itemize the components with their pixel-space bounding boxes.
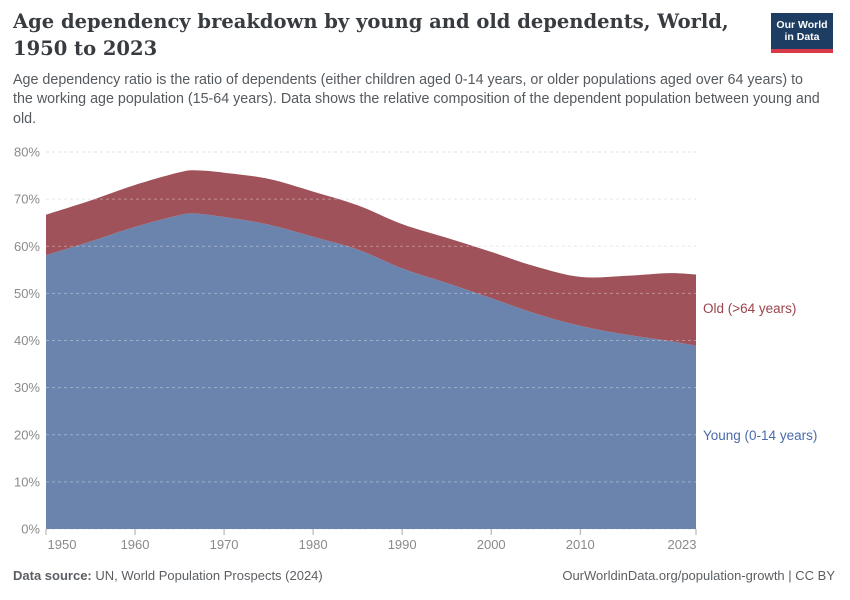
y-tick-label: 30% [14, 380, 40, 395]
data-source-value: UN, World Population Prospects (2024) [95, 568, 323, 583]
x-tick-label: 1970 [210, 537, 239, 552]
y-tick-label: 70% [14, 192, 40, 207]
y-tick-label: 40% [14, 333, 40, 348]
series-label-old: Old (>64 years) [703, 301, 797, 317]
stacked-area-chart[interactable]: 0% 10% 20% 30% 40% 50% 60% 70% 80% 1950 1960 1970 19… [0, 135, 850, 560]
data-source-label: Data source: [13, 568, 92, 583]
x-tick-label: 1950 [48, 537, 77, 552]
y-tick-label: 10% [14, 474, 40, 489]
y-tick-label: 20% [14, 427, 40, 442]
x-tick-label: 1990 [388, 537, 417, 552]
credit-link[interactable]: OurWorldinData.org/population-growth | C… [562, 568, 835, 583]
logo-text-line1: Our World [776, 18, 828, 31]
logo-text-line2: in Data [784, 31, 820, 43]
y-tick-label: 0% [21, 522, 40, 537]
young-area-series[interactable] [46, 213, 696, 529]
x-tick-label: 2010 [566, 537, 595, 552]
x-tick-label: 1980 [299, 537, 328, 552]
data-source: Data source: UN, World Population Prospe… [13, 568, 323, 583]
y-tick-label: 80% [14, 145, 40, 160]
old-area-series[interactable] [46, 170, 696, 346]
y-tick-label: 60% [14, 239, 40, 254]
owid-logo[interactable]: Our World in Data [771, 13, 833, 53]
x-tick-label: 2023 [668, 537, 697, 552]
chart-footer: Data source: UN, World Population Prospe… [13, 568, 835, 583]
x-tick-label: 1960 [121, 537, 150, 552]
y-tick-label: 50% [14, 286, 40, 301]
page-title: Age dependency breakdown by young and ol… [13, 10, 729, 61]
series-label-young: Young (0-14 years) [703, 428, 818, 444]
x-tick-label: 2000 [477, 537, 506, 552]
chart-subtitle: Age dependency ratio is the ratio of dep… [13, 72, 820, 127]
logo-red-stripe [771, 49, 833, 53]
